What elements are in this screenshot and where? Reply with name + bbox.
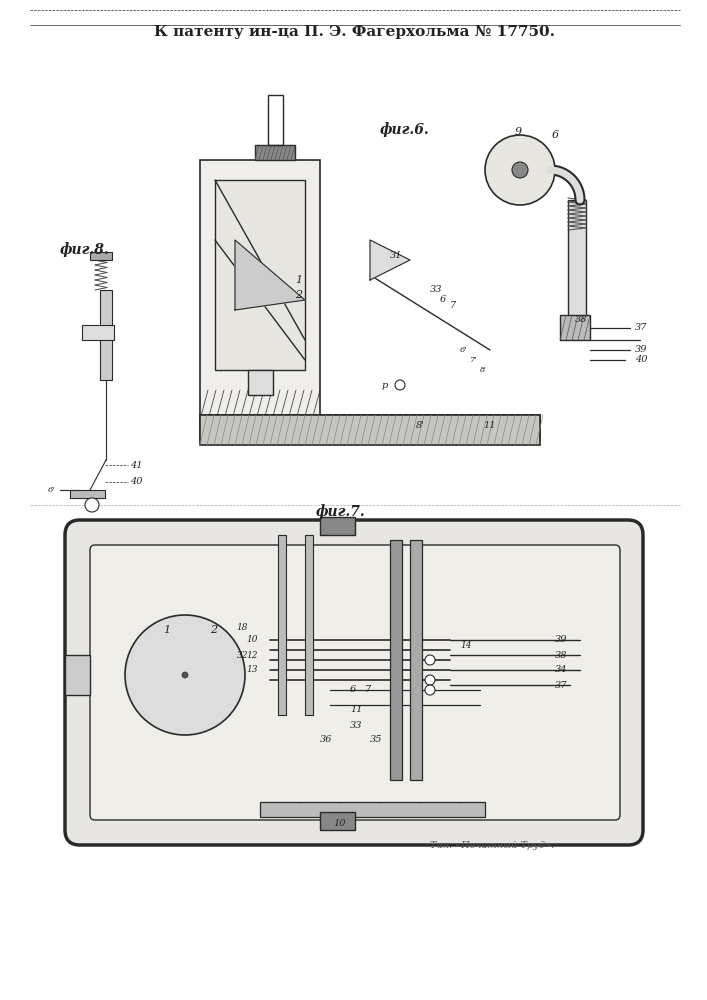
Text: 36: 36 bbox=[320, 736, 332, 744]
Bar bbox=[100, 290, 112, 380]
Circle shape bbox=[395, 380, 405, 390]
Text: 40: 40 bbox=[130, 478, 143, 487]
Circle shape bbox=[125, 615, 245, 735]
Text: 6': 6' bbox=[47, 486, 55, 494]
Text: 2: 2 bbox=[295, 290, 302, 300]
Text: 40: 40 bbox=[635, 356, 648, 364]
Polygon shape bbox=[370, 240, 410, 280]
Bar bbox=[410, 540, 422, 780]
Text: 34: 34 bbox=[555, 666, 568, 674]
Text: 33: 33 bbox=[430, 286, 443, 294]
Bar bbox=[70, 490, 105, 498]
Text: фиг.8.: фиг.8. bbox=[60, 243, 110, 257]
Text: 13: 13 bbox=[247, 666, 258, 674]
Text: 38: 38 bbox=[555, 650, 568, 660]
Text: 31: 31 bbox=[390, 250, 402, 259]
Text: 7: 7 bbox=[365, 686, 371, 694]
Text: 12: 12 bbox=[247, 650, 258, 660]
Circle shape bbox=[425, 685, 435, 695]
Circle shape bbox=[485, 135, 555, 205]
Text: 7: 7 bbox=[450, 300, 456, 310]
Bar bbox=[248, 370, 273, 395]
Bar bbox=[90, 252, 112, 260]
Text: 2: 2 bbox=[210, 625, 217, 635]
Bar bbox=[200, 415, 540, 440]
Circle shape bbox=[182, 672, 188, 678]
Bar bbox=[260, 802, 485, 817]
Bar bbox=[320, 517, 355, 535]
Bar bbox=[255, 145, 295, 160]
Text: 6: 6 bbox=[552, 130, 559, 140]
Text: 6': 6' bbox=[460, 346, 467, 354]
Circle shape bbox=[512, 162, 528, 178]
Text: 10: 10 bbox=[334, 818, 346, 828]
Bar bbox=[320, 812, 355, 830]
Bar bbox=[82, 325, 114, 340]
Bar bbox=[278, 535, 286, 715]
FancyBboxPatch shape bbox=[90, 545, 620, 820]
Bar bbox=[305, 535, 313, 715]
Text: 1: 1 bbox=[163, 625, 170, 635]
Bar bbox=[65, 655, 90, 695]
Text: 18: 18 bbox=[237, 624, 248, 633]
Text: 37: 37 bbox=[555, 680, 568, 690]
Circle shape bbox=[425, 675, 435, 685]
Bar bbox=[200, 160, 320, 420]
Text: 8: 8 bbox=[480, 366, 486, 374]
Text: 39: 39 bbox=[555, 636, 568, 645]
Text: 6: 6 bbox=[350, 686, 356, 694]
Text: Тип. «Печатный Труд».: Тип. «Печатный Труд». bbox=[430, 840, 554, 850]
Text: 1: 1 bbox=[295, 275, 302, 285]
Bar bbox=[560, 315, 590, 340]
Text: 32: 32 bbox=[237, 650, 248, 660]
Circle shape bbox=[425, 655, 435, 665]
FancyBboxPatch shape bbox=[65, 520, 643, 845]
Text: 7': 7' bbox=[470, 356, 478, 364]
Polygon shape bbox=[235, 240, 305, 310]
Bar bbox=[200, 415, 540, 445]
Bar bbox=[215, 180, 305, 370]
Text: фиг.7.: фиг.7. bbox=[315, 505, 365, 519]
Text: К патенту ин-ца П. Э. Фагерхольма № 17750.: К патенту ин-ца П. Э. Фагерхольма № 1775… bbox=[153, 25, 554, 39]
Text: 33: 33 bbox=[350, 720, 363, 730]
Text: 35: 35 bbox=[370, 736, 382, 744]
Text: фиг.6.: фиг.6. bbox=[380, 123, 430, 137]
Text: 38: 38 bbox=[575, 316, 588, 324]
Text: 6: 6 bbox=[440, 296, 446, 304]
Text: 11: 11 bbox=[484, 420, 496, 430]
Text: 39: 39 bbox=[635, 346, 648, 355]
Text: p: p bbox=[382, 380, 388, 389]
Text: 41: 41 bbox=[130, 460, 143, 470]
Circle shape bbox=[85, 498, 99, 512]
Bar bbox=[390, 540, 402, 780]
Text: 9: 9 bbox=[515, 127, 522, 137]
Text: 10: 10 bbox=[247, 636, 258, 645]
Text: 37: 37 bbox=[635, 322, 648, 332]
Bar bbox=[268, 95, 283, 145]
Bar bbox=[568, 200, 586, 320]
Text: 14: 14 bbox=[460, 641, 472, 650]
Text: 8': 8' bbox=[416, 420, 424, 430]
Text: 11: 11 bbox=[350, 706, 363, 714]
